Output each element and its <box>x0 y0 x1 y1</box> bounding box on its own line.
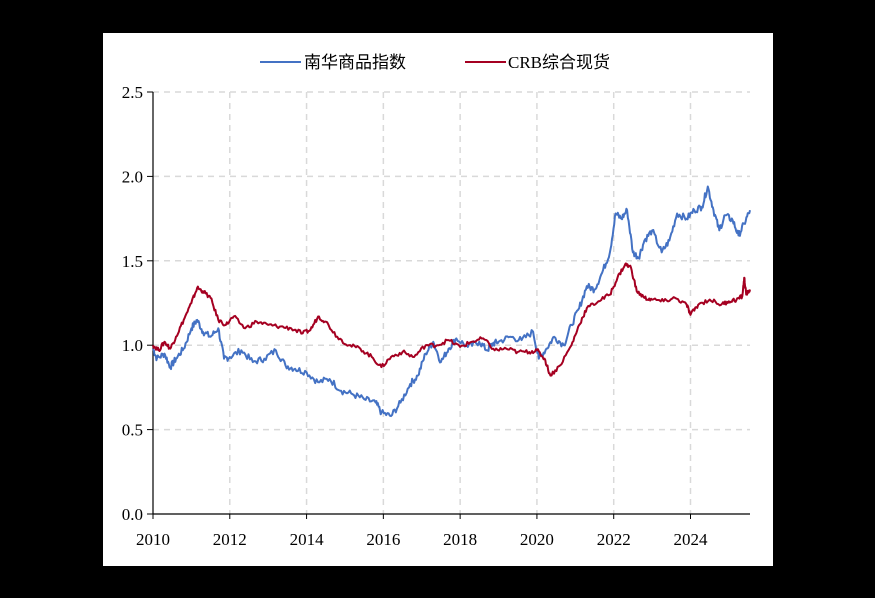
series-line-crb <box>152 262 751 377</box>
y-tick-label: 0.5 <box>122 421 143 440</box>
x-tick-label: 2010 <box>136 530 170 549</box>
y-tick-label: 0.0 <box>122 505 143 524</box>
gridlines <box>153 91 750 514</box>
line-chart: 0.0 0.5 1.0 1.5 2.0 2.5 2010 2012 2014 2016 2018 20… <box>122 53 751 549</box>
series-line-nanhua <box>152 185 751 418</box>
legend-label-crb: CRB综合现货 <box>508 53 610 72</box>
chart-canvas: 0.0 0.5 1.0 1.5 2.0 2.5 2010 2012 2014 2016 2018 20… <box>103 33 773 566</box>
x-tick-label: 2018 <box>443 530 477 549</box>
x-tick-label: 2022 <box>597 530 631 549</box>
y-tick-label: 2.5 <box>122 83 143 102</box>
x-tick-label: 2014 <box>290 530 325 549</box>
y-tick-label: 1.0 <box>122 336 143 355</box>
x-tick-label: 2024 <box>673 530 708 549</box>
y-tick-label: 2.0 <box>122 167 143 186</box>
axes: 0.0 0.5 1.0 1.5 2.0 2.5 2010 2012 2014 2016 2018 20… <box>122 83 750 549</box>
legend: 南华商品指数 CRB综合现货 <box>260 53 610 72</box>
x-tick-label: 2012 <box>213 530 247 549</box>
series-lines <box>152 185 751 418</box>
x-tick-label: 2016 <box>366 530 400 549</box>
y-tick-label: 1.5 <box>122 252 143 271</box>
x-tick-label: 2020 <box>520 530 554 549</box>
legend-label-nanhua: 南华商品指数 <box>304 53 406 72</box>
